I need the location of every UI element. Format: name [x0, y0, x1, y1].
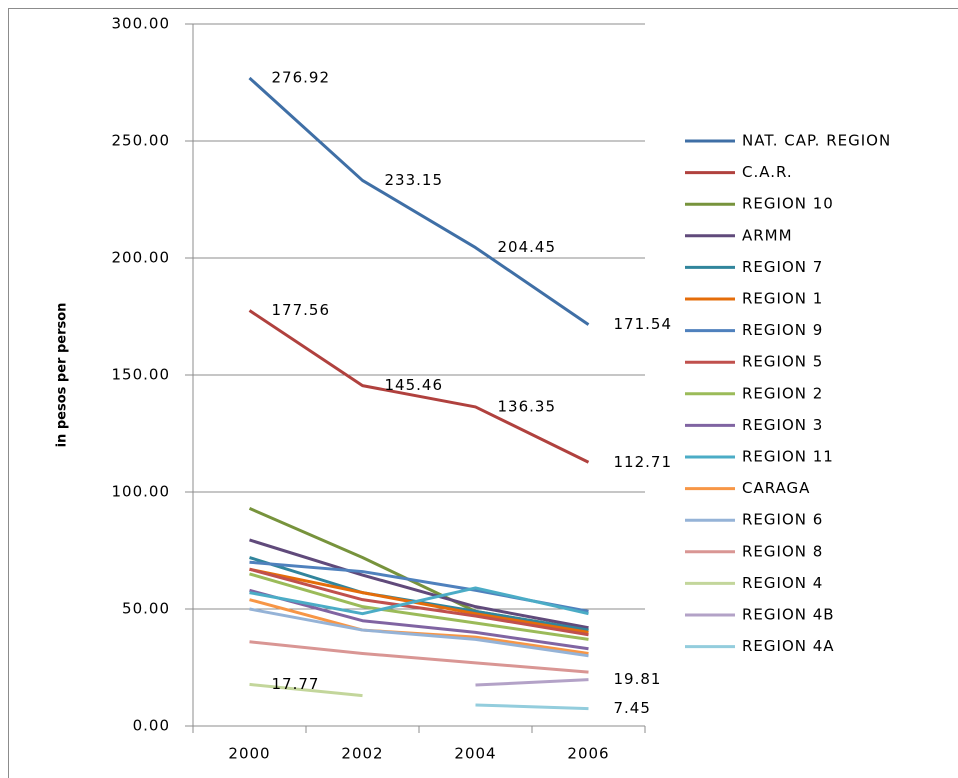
data-label: 19.81 — [614, 670, 662, 688]
data-label: 145.46 — [385, 376, 444, 394]
data-label: 177.56 — [272, 301, 331, 319]
series-line — [249, 682, 363, 698]
legend-label: REGION 1 — [742, 290, 823, 308]
y-tick-label: 0.00 — [133, 717, 170, 735]
data-label: 112.71 — [614, 453, 673, 471]
data-label: 233.15 — [385, 171, 444, 189]
series-line — [249, 572, 589, 641]
y-tick-label: 100.00 — [112, 483, 171, 501]
legend-label: REGION 8 — [742, 542, 823, 560]
data-label: 136.35 — [498, 397, 557, 415]
x-tick-label: 2004 — [454, 745, 496, 763]
y-axis-title: in pesos per person — [55, 303, 70, 448]
series-line — [249, 538, 589, 630]
legend-label: REGION 5 — [742, 353, 823, 371]
legend-label: REGION 2 — [742, 384, 823, 402]
legend-label: REGION 10 — [742, 195, 834, 213]
y-tick-label: 200.00 — [112, 249, 171, 267]
x-tick-label: 2000 — [228, 745, 270, 763]
legend-label: REGION 4A — [742, 637, 835, 655]
y-tick-label: 150.00 — [112, 366, 171, 384]
series-line — [249, 588, 589, 651]
data-label: 204.45 — [498, 238, 557, 256]
legend-label: CARAGA — [742, 479, 810, 497]
legend-label: REGION 11 — [742, 448, 834, 466]
series-line — [249, 567, 589, 634]
legend-label: NAT. CAP. REGION — [742, 132, 891, 150]
series-line — [249, 586, 589, 616]
x-tick-label: 2006 — [567, 745, 609, 763]
x-tick-label: 2002 — [341, 745, 383, 763]
legend-label: REGION 4 — [742, 574, 823, 592]
y-tick-label: 300.00 — [112, 15, 171, 33]
legend-label: C.A.R. — [742, 163, 793, 181]
legend-label: REGION 3 — [742, 416, 823, 434]
series-line — [249, 567, 589, 637]
legend-label: REGION 7 — [742, 258, 823, 276]
data-label: 171.54 — [614, 315, 673, 333]
series-line — [249, 640, 589, 674]
series-line — [248, 309, 590, 464]
y-tick-label: 50.00 — [122, 600, 170, 618]
data-label: 276.92 — [272, 69, 331, 87]
legend-label: ARMM — [742, 226, 793, 244]
series-line — [475, 678, 589, 687]
legend-label: REGION 9 — [742, 321, 823, 339]
series-line — [249, 607, 589, 658]
legend-label: REGION 4B — [742, 606, 835, 624]
series-line — [248, 76, 590, 326]
legend-label: REGION 6 — [742, 511, 823, 529]
data-label: 7.45 — [614, 699, 651, 717]
chart-frame — [8, 8, 958, 778]
data-label: 17.77 — [272, 675, 320, 693]
series-line — [475, 703, 589, 711]
y-tick-label: 250.00 — [112, 132, 171, 150]
